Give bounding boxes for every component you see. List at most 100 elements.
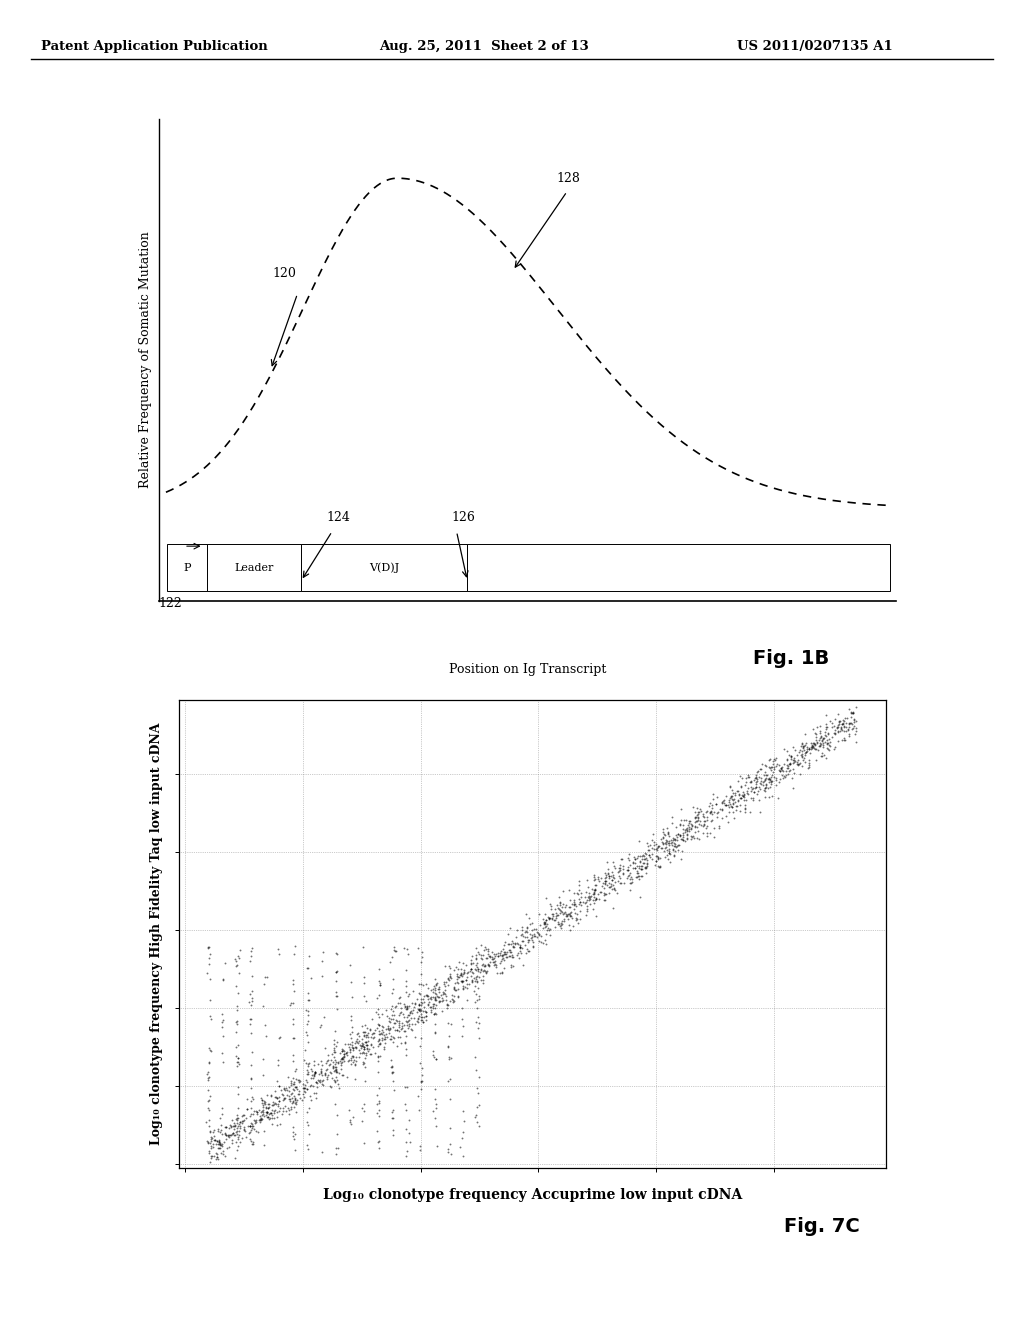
Point xyxy=(470,989,486,1010)
Point xyxy=(659,821,676,842)
Point xyxy=(521,913,538,935)
Point xyxy=(751,767,767,788)
Point xyxy=(468,949,484,970)
Point xyxy=(682,810,698,832)
Point xyxy=(327,1071,343,1092)
Point xyxy=(344,1106,360,1127)
Point xyxy=(361,1019,378,1040)
Point xyxy=(414,1064,430,1085)
Point xyxy=(542,894,558,915)
Point xyxy=(664,833,680,854)
Point xyxy=(496,939,512,960)
Point xyxy=(312,1016,329,1038)
Point xyxy=(372,1034,388,1055)
Point xyxy=(571,874,588,895)
Point xyxy=(452,965,468,986)
Point xyxy=(314,1071,331,1092)
Point xyxy=(468,1104,484,1125)
Point xyxy=(384,1107,400,1129)
Point xyxy=(347,1036,364,1057)
Point xyxy=(338,1043,354,1064)
Point xyxy=(748,777,764,799)
Point xyxy=(705,789,721,810)
Point xyxy=(345,1045,361,1067)
Point xyxy=(328,1143,344,1164)
Point xyxy=(391,1005,408,1026)
Point xyxy=(288,1077,304,1098)
Point xyxy=(351,1047,368,1068)
Point xyxy=(804,735,820,756)
Point xyxy=(627,857,643,878)
Point xyxy=(525,924,542,945)
Point xyxy=(300,1064,316,1085)
Point xyxy=(561,879,578,900)
Point xyxy=(463,958,479,979)
Point xyxy=(370,1031,386,1052)
Point xyxy=(294,1089,310,1110)
Point xyxy=(274,1101,291,1122)
Point xyxy=(340,1034,356,1055)
Point xyxy=(398,998,415,1019)
Point xyxy=(581,888,597,909)
Point xyxy=(691,801,708,822)
Point xyxy=(227,1038,244,1059)
Point xyxy=(643,837,659,858)
Point xyxy=(418,983,434,1005)
Point xyxy=(271,944,288,965)
Point xyxy=(385,978,401,999)
Point xyxy=(350,1040,367,1061)
Point xyxy=(280,1080,296,1101)
Point xyxy=(698,801,715,822)
Point xyxy=(705,797,721,818)
Point xyxy=(354,1035,371,1056)
Point xyxy=(229,1048,246,1069)
Point xyxy=(587,890,603,911)
Point xyxy=(767,756,783,777)
Point xyxy=(722,787,738,808)
Point xyxy=(371,1105,387,1126)
Point xyxy=(386,937,402,958)
Point xyxy=(427,986,443,1007)
Point xyxy=(243,1069,259,1090)
Point xyxy=(467,975,483,997)
Point xyxy=(638,847,654,869)
Point xyxy=(658,833,675,854)
Point xyxy=(198,1111,214,1133)
Point xyxy=(425,979,441,1001)
Point xyxy=(631,855,647,876)
Point xyxy=(648,840,665,861)
Point xyxy=(413,974,429,995)
Point xyxy=(642,834,658,855)
Point xyxy=(307,1082,324,1104)
Point xyxy=(260,1106,276,1127)
Point xyxy=(454,964,470,985)
Point xyxy=(801,750,817,771)
Point xyxy=(229,1126,246,1147)
Point xyxy=(745,777,762,799)
Point xyxy=(821,739,838,760)
Point xyxy=(680,814,696,836)
Point xyxy=(319,1049,336,1071)
Point xyxy=(672,824,688,845)
Point xyxy=(291,1081,307,1102)
Point xyxy=(371,1138,387,1159)
Point xyxy=(285,1117,301,1138)
Point xyxy=(519,916,536,937)
Point xyxy=(830,714,847,735)
Point xyxy=(233,1127,250,1148)
Point xyxy=(310,1053,327,1074)
Point xyxy=(244,981,260,1002)
Point xyxy=(558,906,574,927)
Point xyxy=(243,940,259,961)
Point xyxy=(353,1032,370,1053)
Point xyxy=(721,801,737,822)
Point xyxy=(326,1038,342,1059)
Point xyxy=(387,1010,403,1031)
Point xyxy=(393,1018,410,1039)
Point xyxy=(288,1059,304,1080)
Point xyxy=(453,962,469,983)
Point xyxy=(806,734,822,755)
Point xyxy=(243,1077,259,1098)
Point xyxy=(467,983,483,1005)
Point xyxy=(392,993,409,1014)
